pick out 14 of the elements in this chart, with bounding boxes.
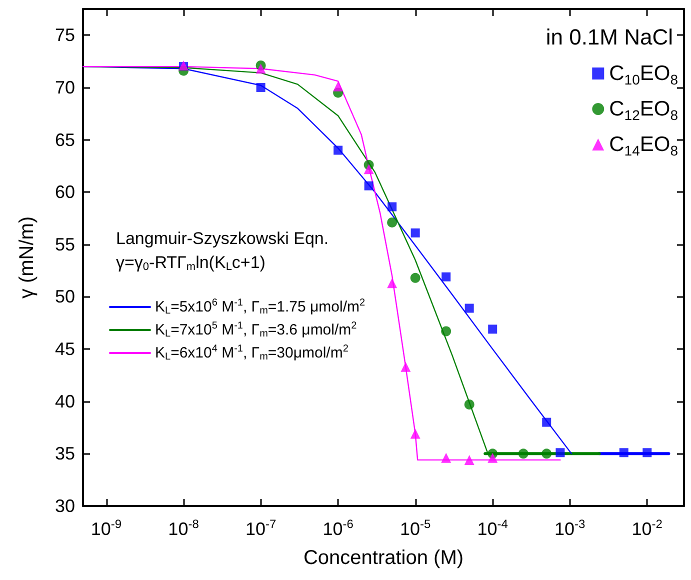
y-tick-label: 65 — [54, 130, 75, 150]
y-tick-label: 30 — [54, 496, 75, 516]
y-tick-label: 40 — [54, 391, 75, 412]
y-tick-label: 45 — [54, 339, 75, 360]
annotation: Langmuir-Szyszkowski Eqn. — [116, 229, 329, 248]
y-tick-label: 60 — [54, 182, 75, 202]
y-tick-label: 75 — [54, 25, 75, 46]
y-tick-label: 35 — [54, 444, 75, 464]
y-axis-title: γ (mN/m) — [16, 216, 38, 299]
legend-title: in 0.1M NaCl — [546, 24, 673, 50]
y-tick-label: 70 — [54, 77, 75, 98]
y-tick-label: 55 — [54, 234, 75, 254]
x-axis-title: Concentration (M) — [303, 547, 464, 569]
y-tick-label: 50 — [54, 286, 75, 307]
